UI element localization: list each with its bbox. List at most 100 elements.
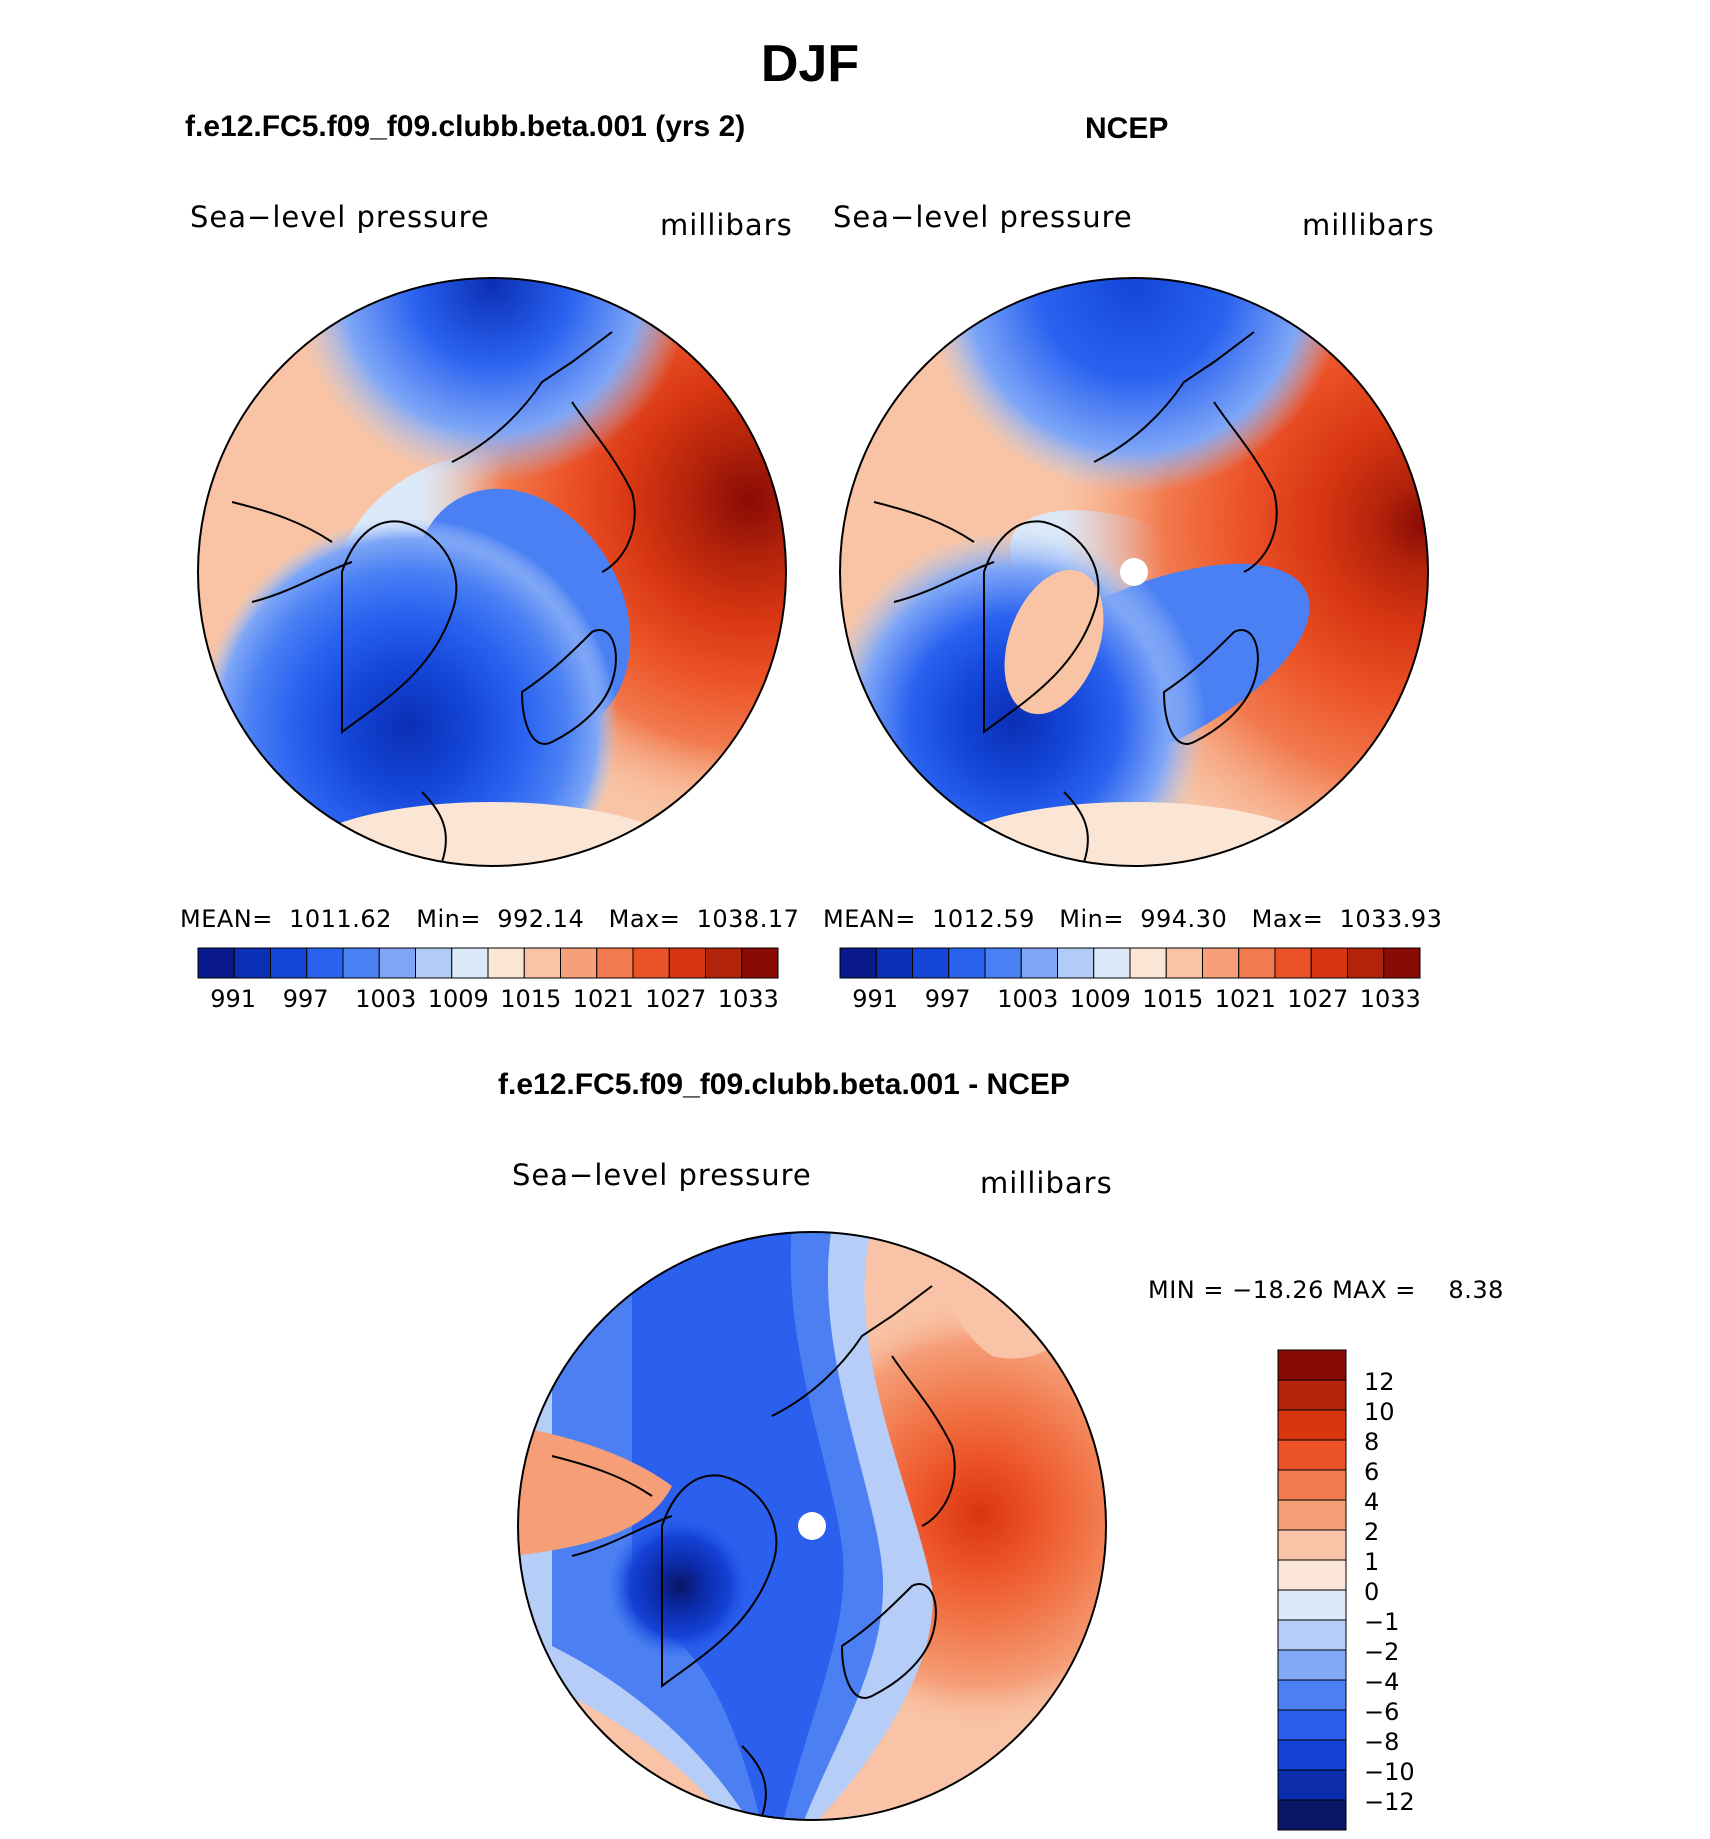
obs-max-label: Max= bbox=[1251, 905, 1324, 933]
model-colorbar-swatch bbox=[233, 947, 271, 979]
model-colorbar-swatch bbox=[741, 947, 779, 979]
obs-colorbar-swatch bbox=[1202, 947, 1240, 979]
model-colorbar-swatch bbox=[378, 947, 416, 979]
diff-tick: 0 bbox=[1364, 1578, 1380, 1606]
model-tick: 1033 bbox=[717, 985, 779, 1013]
diff-colorbar bbox=[1277, 1349, 1347, 1831]
diff-colorbar-swatch bbox=[1277, 1709, 1347, 1741]
model-tick: 1015 bbox=[500, 985, 562, 1013]
obs-colorbar-swatch bbox=[1310, 947, 1348, 979]
diff-colorbar-swatch bbox=[1277, 1349, 1347, 1381]
diff-tick: −4 bbox=[1364, 1668, 1400, 1696]
model-colorbar-swatch bbox=[560, 947, 598, 979]
obs-colorbar-swatch bbox=[1165, 947, 1203, 979]
model-mean-value: 1011.62 bbox=[289, 905, 392, 933]
obs-colorbar-swatch bbox=[1020, 947, 1058, 979]
obs-tick: 997 bbox=[924, 985, 971, 1013]
obs-colorbar-ticks: 991 997 1003 1009 1015 1021 1027 1033 bbox=[840, 985, 1421, 1015]
model-colorbar-swatch bbox=[632, 947, 670, 979]
obs-variable-label: Sea−level pressure bbox=[833, 200, 1133, 234]
obs-tick: 1003 bbox=[997, 985, 1059, 1013]
model-colorbar-swatch bbox=[197, 947, 235, 979]
diff-colorbar-swatch bbox=[1277, 1379, 1347, 1411]
model-colorbar-ticks: 991 997 1003 1009 1015 1021 1027 1033 bbox=[198, 985, 779, 1015]
diff-min-value: −18.26 bbox=[1232, 1276, 1324, 1304]
diff-colorbar-swatch bbox=[1277, 1499, 1347, 1531]
model-tick: 1021 bbox=[572, 985, 634, 1013]
diff-units-label: millibars bbox=[980, 1166, 1113, 1200]
obs-min-value: 994.30 bbox=[1140, 905, 1228, 933]
diff-max-value: 8.38 bbox=[1448, 1276, 1504, 1304]
model-stats: MEAN= 1011.62 Min= 992.14 Max= 1038.17 bbox=[180, 905, 799, 933]
model-min-label: Min= bbox=[416, 905, 481, 933]
obs-max-value: 1033.93 bbox=[1339, 905, 1443, 933]
diff-tick: −10 bbox=[1364, 1758, 1415, 1786]
diff-tick: 10 bbox=[1364, 1398, 1395, 1426]
obs-stats: MEAN= 1012.59 Min= 994.30 Max= 1033.93 bbox=[823, 905, 1442, 933]
model-colorbar-swatch bbox=[705, 947, 743, 979]
diff-colorbar-swatch bbox=[1277, 1559, 1347, 1591]
obs-mean-label: MEAN= bbox=[823, 905, 916, 933]
diff-polar-map bbox=[517, 1231, 1107, 1821]
obs-colorbar-swatch bbox=[875, 947, 913, 979]
model-units-label: millibars bbox=[660, 208, 793, 242]
diff-tick: −12 bbox=[1364, 1788, 1415, 1816]
model-max-value: 1038.17 bbox=[696, 905, 800, 933]
model-tick: 991 bbox=[210, 985, 257, 1013]
model-colorbar-swatch bbox=[523, 947, 561, 979]
model-tick: 1009 bbox=[427, 985, 489, 1013]
diff-colorbar-swatch bbox=[1277, 1439, 1347, 1471]
model-colorbar-swatch bbox=[668, 947, 706, 979]
diff-colorbar-swatch bbox=[1277, 1409, 1347, 1441]
diff-colorbar-ticks: 12 10 8 6 4 2 1 0 −1 −2 −4 −6 −8 −10 −12 bbox=[1350, 1350, 1430, 1830]
obs-panel-title: NCEP bbox=[1085, 112, 1169, 145]
obs-colorbar-swatch bbox=[1238, 947, 1276, 979]
model-panel-title: f.e12.FC5.f09_f09.clubb.beta.001 (yrs 2) bbox=[185, 110, 746, 143]
obs-units-label: millibars bbox=[1302, 208, 1435, 242]
model-tick: 1003 bbox=[355, 985, 417, 1013]
diff-colorbar-swatch bbox=[1277, 1619, 1347, 1651]
diff-variable-label: Sea−level pressure bbox=[512, 1158, 812, 1192]
diff-colorbar-swatch bbox=[1277, 1469, 1347, 1501]
diff-panel-title: f.e12.FC5.f09_f09.clubb.beta.001 - NCEP bbox=[498, 1068, 1070, 1101]
obs-colorbar-swatch bbox=[839, 947, 877, 979]
obs-tick: 1021 bbox=[1214, 985, 1276, 1013]
diff-colorbar-swatch bbox=[1277, 1649, 1347, 1681]
model-mean-label: MEAN= bbox=[180, 905, 273, 933]
model-tick: 1027 bbox=[645, 985, 707, 1013]
diff-max-label: MAX = bbox=[1332, 1276, 1416, 1304]
diff-colorbar-swatch bbox=[1277, 1739, 1347, 1771]
diff-min-label: MIN = bbox=[1148, 1276, 1224, 1304]
diff-tick: −2 bbox=[1364, 1638, 1400, 1666]
obs-colorbar-swatch bbox=[984, 947, 1022, 979]
diff-tick: 12 bbox=[1364, 1368, 1395, 1396]
diff-tick: 2 bbox=[1364, 1518, 1380, 1546]
diff-tick: −8 bbox=[1364, 1728, 1400, 1756]
diff-colorbar-swatch bbox=[1277, 1589, 1347, 1621]
model-colorbar-swatch bbox=[487, 947, 525, 979]
obs-colorbar-swatch bbox=[1057, 947, 1095, 979]
obs-min-label: Min= bbox=[1059, 905, 1124, 933]
model-colorbar-swatch bbox=[415, 947, 453, 979]
obs-colorbar-swatch bbox=[1129, 947, 1167, 979]
obs-mean-value: 1012.59 bbox=[932, 905, 1035, 933]
model-colorbar bbox=[197, 947, 779, 979]
obs-tick: 1015 bbox=[1142, 985, 1204, 1013]
model-colorbar-swatch bbox=[451, 947, 489, 979]
model-min-value: 992.14 bbox=[497, 905, 585, 933]
model-colorbar-swatch bbox=[306, 947, 344, 979]
obs-colorbar-swatch bbox=[948, 947, 986, 979]
diff-colorbar-swatch bbox=[1277, 1799, 1347, 1831]
diff-tick: 8 bbox=[1364, 1428, 1380, 1456]
diff-tick: −6 bbox=[1364, 1698, 1400, 1726]
model-max-label: Max= bbox=[608, 905, 681, 933]
diff-tick: −1 bbox=[1364, 1608, 1400, 1636]
obs-colorbar-swatch bbox=[1383, 947, 1421, 979]
diff-colorbar-swatch bbox=[1277, 1679, 1347, 1711]
obs-colorbar bbox=[839, 947, 1421, 979]
obs-tick: 1033 bbox=[1359, 985, 1421, 1013]
diff-stats: MIN = −18.26 MAX = 8.38 bbox=[1148, 1276, 1504, 1304]
diff-tick: 4 bbox=[1364, 1488, 1380, 1516]
figure-title: DJF bbox=[760, 35, 860, 93]
model-tick: 997 bbox=[282, 985, 329, 1013]
